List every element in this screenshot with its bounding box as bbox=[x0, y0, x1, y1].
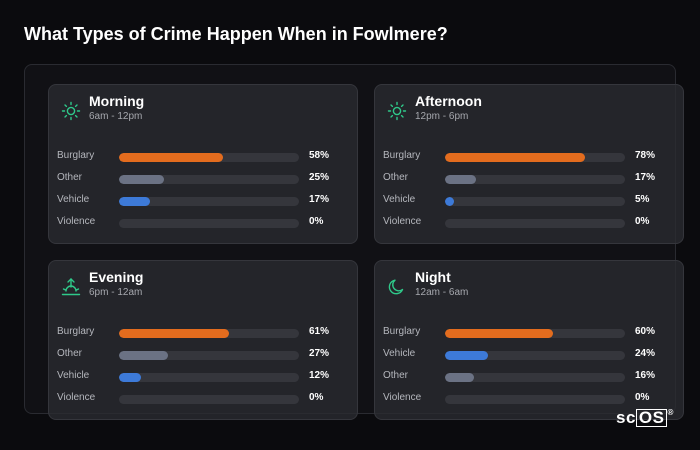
crime-row: Violence 0% bbox=[383, 213, 679, 235]
crime-row: Burglary 58% bbox=[57, 147, 353, 169]
crime-percent: 16% bbox=[635, 370, 656, 381]
bar-fill bbox=[119, 373, 141, 382]
bar-track bbox=[445, 175, 625, 184]
crime-label: Vehicle bbox=[57, 370, 90, 381]
card-title: Evening bbox=[89, 269, 144, 285]
crime-percent: 27% bbox=[309, 348, 330, 359]
bar-fill bbox=[445, 175, 476, 184]
card-time-range: 6pm - 12am bbox=[89, 287, 143, 298]
bar-track bbox=[119, 197, 299, 206]
crime-row: Burglary 61% bbox=[57, 323, 353, 345]
crime-percent: 0% bbox=[309, 216, 324, 227]
crime-percent: 17% bbox=[309, 194, 330, 205]
bar-fill bbox=[119, 153, 224, 162]
bar-fill bbox=[445, 351, 489, 360]
bar-track bbox=[445, 373, 625, 382]
crime-percent: 0% bbox=[635, 216, 650, 227]
bar-fill bbox=[119, 329, 229, 338]
crime-percent: 60% bbox=[635, 326, 656, 337]
crime-percent: 25% bbox=[309, 172, 330, 183]
card-time-range: 12pm - 6pm bbox=[415, 111, 469, 122]
bar-track bbox=[119, 395, 299, 404]
crime-label: Other bbox=[383, 370, 409, 381]
crime-row: Other 16% bbox=[383, 367, 679, 389]
bar-track bbox=[119, 153, 299, 162]
crime-row: Violence 0% bbox=[57, 213, 353, 235]
bar-fill bbox=[445, 329, 553, 338]
scos-logo: sc OS ® bbox=[616, 408, 674, 427]
crime-label: Vehicle bbox=[383, 194, 416, 205]
crime-row: Vehicle 24% bbox=[383, 345, 679, 367]
crime-label: Vehicle bbox=[57, 194, 90, 205]
bar-track bbox=[119, 175, 299, 184]
sunset-icon bbox=[61, 277, 81, 297]
crime-row: Violence 0% bbox=[383, 389, 679, 411]
card-night: Night 12am - 6am Burglary 60% Vehicle 24… bbox=[374, 260, 684, 420]
bar-fill bbox=[119, 351, 168, 360]
crime-label: Burglary bbox=[57, 150, 95, 161]
bar-fill bbox=[445, 153, 586, 162]
crime-label: Burglary bbox=[383, 326, 421, 337]
crime-label: Violence bbox=[57, 392, 96, 403]
card-title: Morning bbox=[89, 93, 145, 109]
bar-fill bbox=[445, 197, 454, 206]
crime-label: Vehicle bbox=[383, 348, 416, 359]
crime-label: Other bbox=[57, 348, 83, 359]
page-title: What Types of Crime Happen When in Fowlm… bbox=[24, 24, 448, 44]
moon-icon bbox=[387, 277, 407, 297]
bar-fill bbox=[445, 373, 474, 382]
crime-row: Other 25% bbox=[57, 169, 353, 191]
bar-track bbox=[445, 219, 625, 228]
crime-row: Other 27% bbox=[57, 345, 353, 367]
crime-row: Vehicle 17% bbox=[57, 191, 353, 213]
bar-fill bbox=[119, 197, 150, 206]
bar-track bbox=[119, 373, 299, 382]
sun-icon bbox=[61, 101, 81, 121]
bar-track bbox=[119, 329, 299, 338]
bar-fill bbox=[119, 175, 164, 184]
card-evening: Evening 6pm - 12am Burglary 61% Other 27… bbox=[48, 260, 358, 420]
crime-label: Violence bbox=[383, 392, 422, 403]
card-morning: Morning 6am - 12pm Burglary 58% Other 25… bbox=[48, 84, 358, 244]
crime-label: Violence bbox=[57, 216, 96, 227]
card-time-range: 12am - 6am bbox=[415, 287, 469, 298]
crime-row: Vehicle 12% bbox=[57, 367, 353, 389]
bar-track bbox=[445, 153, 625, 162]
crime-row: Burglary 78% bbox=[383, 147, 679, 169]
crime-percent: 58% bbox=[309, 150, 330, 161]
crime-percent: 17% bbox=[635, 172, 656, 183]
crime-label: Burglary bbox=[383, 150, 421, 161]
crime-label: Other bbox=[57, 172, 83, 183]
crime-label: Burglary bbox=[57, 326, 95, 337]
bar-track bbox=[119, 351, 299, 360]
crime-label: Other bbox=[383, 172, 409, 183]
crime-row: Burglary 60% bbox=[383, 323, 679, 345]
crime-percent: 24% bbox=[635, 348, 656, 359]
crime-label: Violence bbox=[383, 216, 422, 227]
crime-percent: 5% bbox=[635, 194, 650, 205]
bar-track bbox=[445, 351, 625, 360]
bar-track bbox=[445, 197, 625, 206]
crime-row: Vehicle 5% bbox=[383, 191, 679, 213]
crime-percent: 61% bbox=[309, 326, 330, 337]
card-time-range: 6am - 12pm bbox=[89, 111, 143, 122]
card-title: Night bbox=[415, 269, 451, 285]
crime-row: Violence 0% bbox=[57, 389, 353, 411]
crime-row: Other 17% bbox=[383, 169, 679, 191]
crime-percent: 78% bbox=[635, 150, 656, 161]
bar-track bbox=[445, 329, 625, 338]
card-title: Afternoon bbox=[415, 93, 482, 109]
crime-percent: 12% bbox=[309, 370, 330, 381]
crime-percent: 0% bbox=[635, 392, 650, 403]
crime-percent: 0% bbox=[309, 392, 324, 403]
sun-icon bbox=[387, 101, 407, 121]
card-afternoon: Afternoon 12pm - 6pm Burglary 78% Other … bbox=[374, 84, 684, 244]
bar-track bbox=[119, 219, 299, 228]
bar-track bbox=[445, 395, 625, 404]
